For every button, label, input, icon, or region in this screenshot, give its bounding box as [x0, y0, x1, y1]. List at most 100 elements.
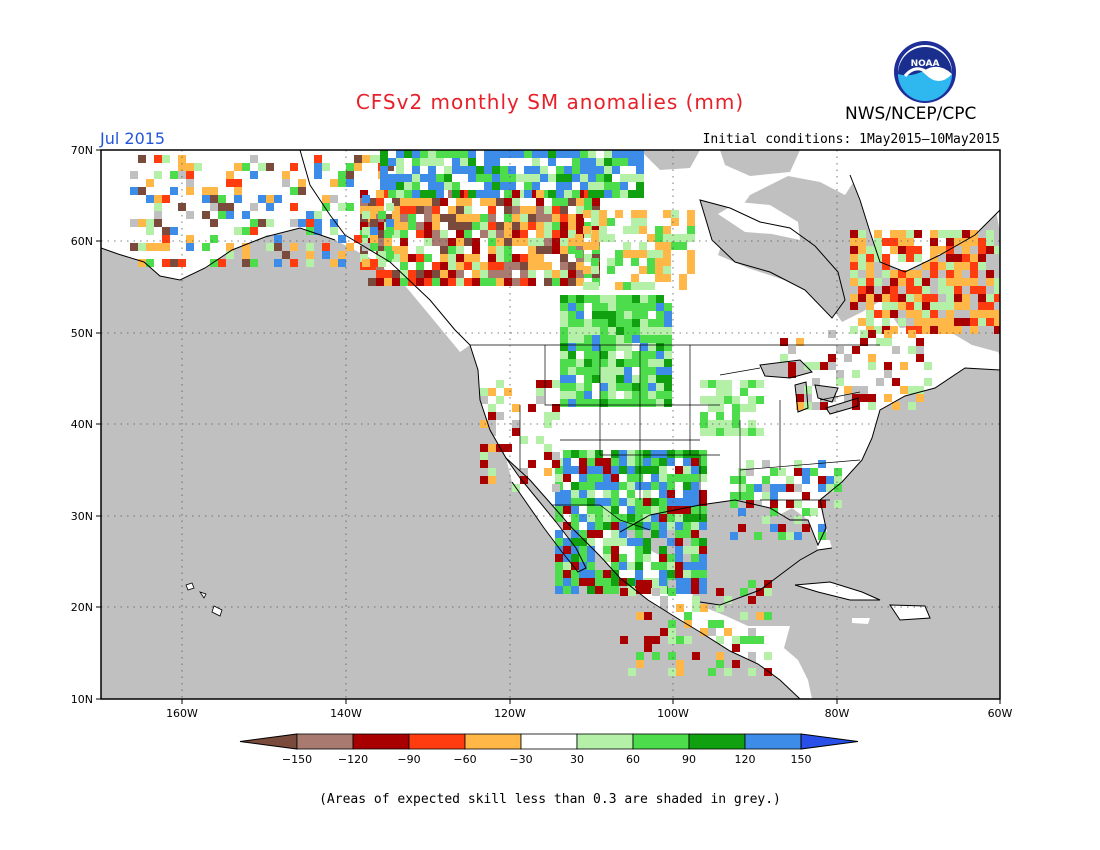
- anomaly-cell: [496, 396, 504, 404]
- forecast-month: Jul 2015: [100, 129, 166, 148]
- anomaly-cell: [354, 155, 362, 163]
- anomaly-cell: [802, 468, 810, 476]
- anomaly-cell: [563, 450, 571, 458]
- anomaly-cell: [480, 452, 488, 460]
- anomaly-cell: [290, 187, 298, 195]
- anomaly-cell: [624, 391, 632, 399]
- anomaly-cell: [154, 219, 162, 227]
- anomaly-cell: [611, 578, 619, 586]
- anomaly-cell: [632, 375, 640, 383]
- anomaly-cell: [448, 246, 456, 254]
- anomaly-cell: [612, 150, 620, 158]
- anomaly-cell: [620, 182, 628, 190]
- anomaly-cell: [170, 259, 178, 267]
- anomaly-cell: [536, 380, 544, 388]
- anomaly-cell: [298, 219, 306, 227]
- anomaly-cell: [708, 396, 716, 404]
- anomaly-cell: [571, 450, 579, 458]
- anomaly-cell: [659, 570, 667, 578]
- anomaly-cell: [946, 262, 954, 270]
- anomaly-cell: [699, 450, 707, 458]
- anomaly-cell: [607, 266, 615, 274]
- anomaly-cell: [555, 466, 563, 474]
- anomaly-cell: [571, 538, 579, 546]
- anomaly-cell: [568, 375, 576, 383]
- anomaly-cell: [770, 524, 778, 532]
- anomaly-cell: [428, 158, 436, 166]
- anomaly-cell: [906, 294, 914, 302]
- anomaly-cell: [536, 214, 544, 222]
- anomaly-cell: [560, 383, 568, 391]
- anomaly-cell: [592, 351, 600, 359]
- anomaly-cell: [186, 179, 194, 187]
- latitude-labels: 70N 60N 50N 40N 30N 20N 10N: [71, 144, 93, 706]
- anomaly-cell: [504, 238, 512, 246]
- anomaly-cell: [572, 166, 580, 174]
- anomaly-cell: [730, 476, 738, 484]
- anomaly-cell: [616, 327, 624, 335]
- anomaly-cell: [568, 230, 576, 238]
- anomaly-cell: [572, 190, 580, 198]
- anomaly-cell: [568, 303, 576, 311]
- anomaly-cell: [266, 163, 274, 171]
- anomaly-cell: [640, 351, 648, 359]
- anomaly-cell: [480, 476, 488, 484]
- anomaly-cell: [512, 254, 520, 262]
- anomaly-cell: [568, 351, 576, 359]
- anomaly-cell: [424, 254, 432, 262]
- anomaly-cell: [412, 174, 420, 182]
- anomaly-cell: [595, 450, 603, 458]
- anomaly-cell: [754, 484, 762, 492]
- anomaly-cell: [624, 311, 632, 319]
- anomaly-cell: [683, 490, 691, 498]
- anomaly-cell: [884, 338, 892, 346]
- anomaly-cell: [603, 482, 611, 490]
- anomaly-cell: [504, 254, 512, 262]
- anomaly-cell: [290, 259, 298, 267]
- anomaly-cell: [370, 219, 378, 227]
- anomaly-cell: [370, 243, 378, 251]
- anomaly-cell: [528, 238, 536, 246]
- anomaly-cell: [496, 246, 504, 254]
- anomaly-cell: [700, 668, 708, 676]
- anomaly-cell: [643, 554, 651, 562]
- anomaly-cell: [282, 251, 290, 259]
- anomaly-cell: [504, 278, 512, 286]
- anomaly-cell: [938, 246, 946, 254]
- anomaly-cell: [850, 326, 858, 334]
- anomaly-cell: [679, 282, 687, 290]
- anomaly-cell: [667, 458, 675, 466]
- anomaly-cell: [922, 278, 930, 286]
- anomaly-cell: [746, 460, 754, 468]
- anomaly-cell: [619, 578, 627, 586]
- anomaly-cell: [632, 391, 640, 399]
- anomaly-cell: [954, 254, 962, 262]
- anomaly-cell: [683, 578, 691, 586]
- anomaly-cell: [524, 174, 532, 182]
- anomaly-cell: [687, 226, 695, 234]
- anomaly-cell: [330, 227, 338, 235]
- anomaly-cell: [636, 182, 644, 190]
- anomaly-cell: [651, 474, 659, 482]
- anomaly-cell: [643, 498, 651, 506]
- anomaly-cell: [663, 226, 671, 234]
- anomaly-cell: [568, 311, 576, 319]
- anomaly-cell: [699, 570, 707, 578]
- anomaly-cell: [583, 242, 591, 250]
- anomaly-cell: [548, 174, 556, 182]
- anomaly-cell: [874, 310, 882, 318]
- anomaly-cell: [408, 214, 416, 222]
- anomaly-cell: [555, 554, 563, 562]
- anomaly-cell: [250, 227, 258, 235]
- anomaly-cell: [664, 311, 672, 319]
- anomaly-cell: [884, 330, 892, 338]
- anomaly-cell: [571, 554, 579, 562]
- anomaly-cell: [818, 476, 826, 484]
- anomaly-cell: [914, 286, 922, 294]
- anomaly-cell: [528, 404, 536, 412]
- anomaly-cell: [408, 222, 416, 230]
- anomaly-cell: [226, 211, 234, 219]
- anomaly-cell: [579, 570, 587, 578]
- colorbar-swatch: [576, 733, 634, 750]
- anomaly-cell: [922, 310, 930, 318]
